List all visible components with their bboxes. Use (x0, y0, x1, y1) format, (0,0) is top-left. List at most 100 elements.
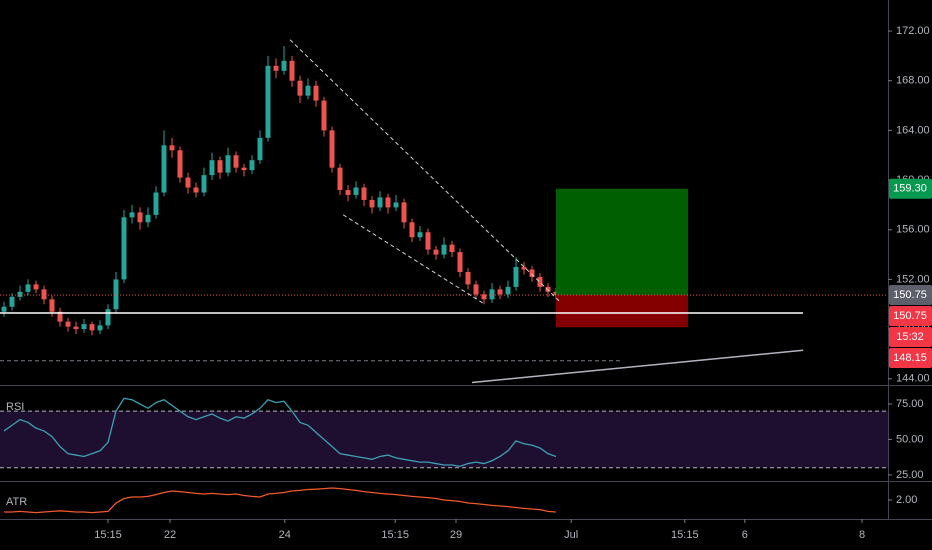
candle-body (225, 155, 231, 173)
price-tag-label: 148.15 (893, 352, 927, 364)
price-tag (889, 326, 932, 347)
x-tick-label: Jul (564, 529, 578, 541)
trendline (471, 349, 804, 384)
x-tick-label: 15:15 (381, 529, 409, 541)
price-tag (889, 284, 932, 305)
candle-body (17, 291, 23, 297)
candle-body (265, 65, 271, 138)
candle-body (489, 289, 495, 300)
candle-body (201, 175, 207, 193)
candle-body (33, 284, 39, 290)
candle-body (433, 249, 439, 255)
candle-body (73, 326, 79, 330)
candle-body (313, 85, 319, 101)
candle-body (281, 60, 287, 71)
candle-body (97, 325, 103, 331)
x-tick-label: 6 (742, 529, 748, 541)
candle-body (297, 80, 303, 96)
candle-body (409, 222, 415, 238)
candle-body (353, 187, 359, 195)
rsi-band (0, 411, 888, 468)
candle-body (329, 130, 335, 168)
x-tick-label: 29 (450, 529, 462, 541)
candle-body (401, 202, 407, 223)
candle-body (545, 286, 551, 292)
candle-body (105, 309, 111, 326)
candle-body (521, 267, 527, 270)
candle-body (25, 284, 31, 292)
candle-body (129, 212, 135, 218)
candle-body (513, 267, 519, 287)
candle-body (377, 197, 383, 208)
candle-body (1, 306, 7, 312)
candle-body (465, 271, 471, 285)
x-tick-label: 15:15 (94, 529, 122, 541)
y-tick-label: 172.00 (896, 25, 930, 37)
y-tick-label: 25.00 (896, 469, 924, 481)
candle-body (321, 100, 327, 131)
candle-body (177, 150, 183, 178)
candle-body (449, 244, 455, 253)
candle-body (505, 286, 511, 295)
candle-body (49, 299, 55, 312)
candle-body (537, 276, 543, 287)
candle-body (249, 160, 255, 171)
candle-body (217, 160, 223, 173)
candle-body (89, 324, 95, 331)
candle-body (473, 284, 479, 295)
price-tag (889, 347, 932, 368)
candle-body (273, 65, 279, 71)
y-tick-label: 144.00 (896, 373, 930, 385)
price-tag-label: 159.30 (893, 183, 927, 195)
candle-body (113, 279, 119, 310)
candle-body (425, 232, 431, 250)
candle-body (241, 167, 247, 171)
x-tick-label: 22 (164, 529, 176, 541)
indicator-line (3, 397, 557, 468)
y-tick-label: 152.00 (896, 273, 930, 285)
candle-body (441, 244, 447, 255)
price-tag (889, 178, 932, 199)
candle-body (57, 311, 63, 322)
y-tick-label: 168.00 (896, 75, 930, 87)
candle-body (529, 269, 535, 277)
position-target-zone (556, 188, 688, 295)
candle-body (305, 85, 311, 96)
candle-body (169, 145, 175, 151)
candle-body (369, 199, 375, 208)
price-tag-label: 150.75 (893, 310, 927, 322)
y-tick-label: 50.00 (896, 433, 924, 445)
x-tick-label: 8 (859, 529, 865, 541)
y-tick-label: 75.00 (896, 398, 924, 410)
candle-body (145, 214, 151, 223)
indicator-line (4, 487, 557, 514)
candle-body (257, 137, 263, 161)
candle-body (161, 145, 167, 193)
candle-body (385, 197, 391, 208)
candle-body (417, 232, 423, 238)
price-tag-label: 150.75 (893, 289, 927, 301)
position-stop-zone (556, 294, 688, 328)
candle-body (457, 252, 463, 272)
candle-body (121, 217, 127, 280)
pane-title: RSI (6, 401, 24, 413)
candle-body (9, 296, 15, 307)
pane-title: ATR (6, 496, 27, 508)
x-tick-label: 15:15 (671, 529, 699, 541)
candle-body (345, 190, 351, 195)
candle-body (337, 167, 343, 191)
candle-body (361, 187, 367, 200)
y-tick-label: 2.00 (896, 494, 917, 506)
candle-body (289, 60, 295, 81)
candle-body (393, 202, 399, 208)
candle-body (233, 155, 239, 168)
price-tag-label: 15:32 (896, 331, 924, 343)
candle-body (153, 192, 159, 215)
y-tick-label: 164.00 (896, 124, 930, 136)
candle-body (185, 177, 191, 188)
candle-body (193, 187, 199, 193)
candle-body (209, 160, 215, 176)
x-tick-label: 24 (279, 529, 291, 541)
